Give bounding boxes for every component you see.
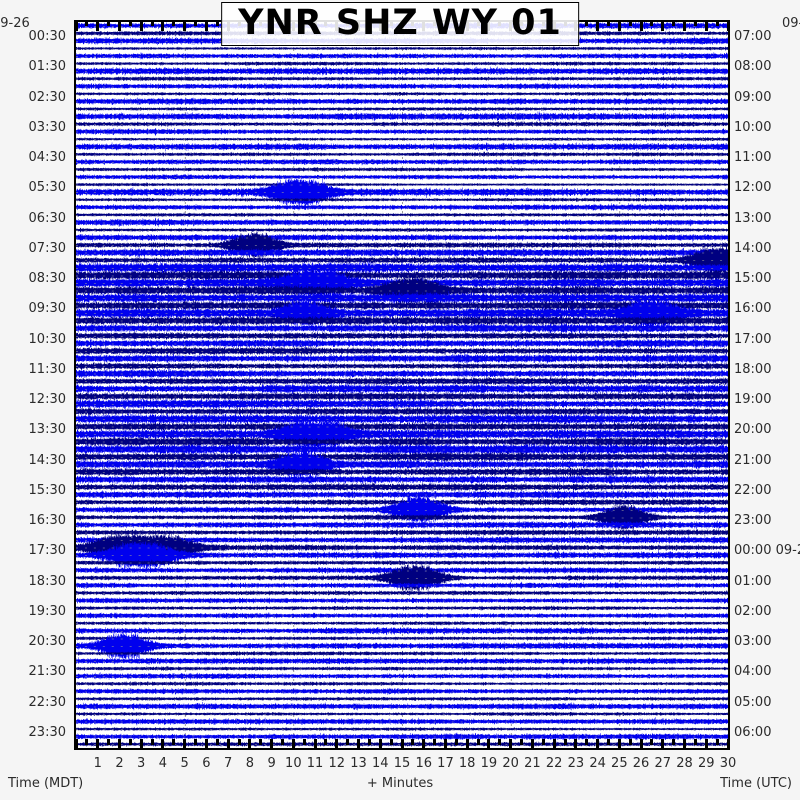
y-axis-label-utc-19: 02:00 xyxy=(734,603,772,619)
y-axis-label-mdt-2: 02:30 xyxy=(28,89,66,105)
y-axis-label-utc-0: 07:00 xyxy=(734,29,772,45)
y-axis-label-utc-11: 18:00 xyxy=(734,361,772,377)
x-axis-tick-17: 17 xyxy=(437,756,454,771)
x-axis-tick-9: 9 xyxy=(267,756,276,771)
x-axis-tick-29: 29 xyxy=(697,756,715,771)
y-axis-label-utc-4: 11:00 xyxy=(734,150,772,166)
x-axis-tick-2: 2 xyxy=(115,756,124,771)
y-axis-label-mdt-21: 21:30 xyxy=(28,664,66,680)
y-axis-label-utc-12: 19:00 xyxy=(734,392,772,408)
x-axis-tick-19: 19 xyxy=(480,756,498,771)
seismogram-plot[interactable] xyxy=(74,20,730,750)
x-axis-tick-26: 26 xyxy=(632,756,650,771)
x-axis-tick-23: 23 xyxy=(567,756,585,771)
y-axis-label-mdt-6: 06:30 xyxy=(28,210,66,226)
y-axis-label-mdt-8: 08:30 xyxy=(28,271,66,287)
x-axis-tick-4: 4 xyxy=(158,756,168,771)
y-axis-label-mdt-5: 05:30 xyxy=(28,180,66,196)
y-axis-label-mdt-9: 09:30 xyxy=(28,301,66,317)
y-axis-label-utc-6: 13:00 xyxy=(734,210,772,226)
x-axis-tick-6: 6 xyxy=(202,756,211,771)
date-label-start: 09-26 xyxy=(0,16,30,31)
date-label-end: 09-2 xyxy=(782,16,800,31)
y-axis-label-mdt-22: 22:30 xyxy=(28,694,66,710)
x-axis-tick-16: 16 xyxy=(415,756,432,771)
seismogram-traces xyxy=(76,22,728,748)
y-axis-label-mdt-15: 15:30 xyxy=(28,482,66,498)
footer-time-mdt: Time (MDT) xyxy=(8,776,84,791)
y-axis-label-mdt-20: 20:30 xyxy=(28,634,66,650)
y-axis-label-mdt-12: 12:30 xyxy=(28,392,66,408)
y-axis-label-mdt-18: 18:30 xyxy=(28,573,66,589)
x-axis-tick-10: 10 xyxy=(285,756,302,771)
y-axis-label-utc-22: 05:00 xyxy=(734,694,772,710)
y-axis-label-mdt-7: 07:30 xyxy=(28,240,66,256)
x-axis-tick-15: 15 xyxy=(393,756,411,771)
y-axis-label-utc-14: 21:00 xyxy=(734,452,772,468)
y-axis-label-utc-5: 12:00 xyxy=(734,180,772,196)
y-axis-label-mdt-3: 03:30 xyxy=(28,119,66,135)
y-axis-label-mdt-14: 14:30 xyxy=(28,452,66,468)
x-axis-tick-28: 28 xyxy=(676,756,693,771)
x-axis-tick-27: 27 xyxy=(654,756,672,771)
x-axis-tick-5: 5 xyxy=(180,756,189,771)
y-axis-label-utc-3: 10:00 xyxy=(734,119,772,135)
y-axis-label-utc-18: 01:00 xyxy=(734,573,772,589)
y-axis-label-mdt-4: 04:30 xyxy=(28,150,66,166)
y-axis-label-utc-20: 03:00 xyxy=(734,634,772,650)
y-axis-label-utc-23: 06:00 xyxy=(734,724,772,740)
x-axis-tick-7: 7 xyxy=(223,756,233,771)
footer-time-utc: Time (UTC) xyxy=(720,776,792,791)
y-axis-label-utc-7: 14:00 xyxy=(734,240,772,256)
footer-minutes: + Minutes xyxy=(366,776,434,791)
y-axis-label-mdt-17: 17:30 xyxy=(28,543,66,559)
y-axis-label-mdt-13: 13:30 xyxy=(28,422,66,438)
x-axis-tick-20: 20 xyxy=(502,756,519,771)
y-axis-label-utc-21: 04:00 xyxy=(734,664,772,680)
y-axis-label-mdt-16: 16:30 xyxy=(28,513,66,529)
y-axis-label-mdt-11: 11:30 xyxy=(28,361,66,377)
x-axis-tick-12: 12 xyxy=(328,756,346,771)
y-axis-label-utc-16: 23:00 xyxy=(734,513,772,529)
y-axis-label-utc-17: 00:00 09-27 xyxy=(734,543,800,559)
x-axis-tick-13: 13 xyxy=(350,756,367,771)
y-axis-label-utc-9: 16:00 xyxy=(734,301,772,317)
x-axis-tick-21: 21 xyxy=(524,756,541,771)
y-axis-label-mdt-23: 23:30 xyxy=(28,724,66,740)
page-title: YNR SHZ WY 01 xyxy=(238,3,562,43)
x-axis-tick-22: 22 xyxy=(545,756,563,771)
y-axis-label-mdt-19: 19:30 xyxy=(28,603,66,619)
x-axis-tick-1: 1 xyxy=(93,756,102,771)
chart-title-box: YNR SHZ WY 01 xyxy=(221,2,579,46)
y-axis-label-utc-10: 17:00 xyxy=(734,331,772,347)
x-axis-tick-25: 25 xyxy=(611,756,628,771)
x-axis-tick-30: 30 xyxy=(719,756,737,771)
y-axis-label-utc-1: 08:00 xyxy=(734,59,772,75)
y-axis-label-mdt-10: 10:30 xyxy=(28,331,66,347)
y-axis-label-utc-8: 15:00 xyxy=(734,271,772,287)
x-axis-tick-24: 24 xyxy=(589,756,606,771)
x-axis-tick-11: 11 xyxy=(306,756,324,771)
y-axis-label-utc-13: 20:00 xyxy=(734,422,772,438)
x-axis-tick-14: 14 xyxy=(371,756,389,771)
y-axis-label-utc-15: 22:00 xyxy=(734,482,772,498)
x-axis-tick-3: 3 xyxy=(137,756,146,771)
y-axis-label-mdt-0: 00:30 xyxy=(28,29,66,45)
x-axis-tick-8: 8 xyxy=(245,756,254,771)
y-axis-label-utc-2: 09:00 xyxy=(734,89,772,105)
x-axis-tick-18: 18 xyxy=(458,756,476,771)
y-axis-label-mdt-1: 01:30 xyxy=(28,59,66,75)
